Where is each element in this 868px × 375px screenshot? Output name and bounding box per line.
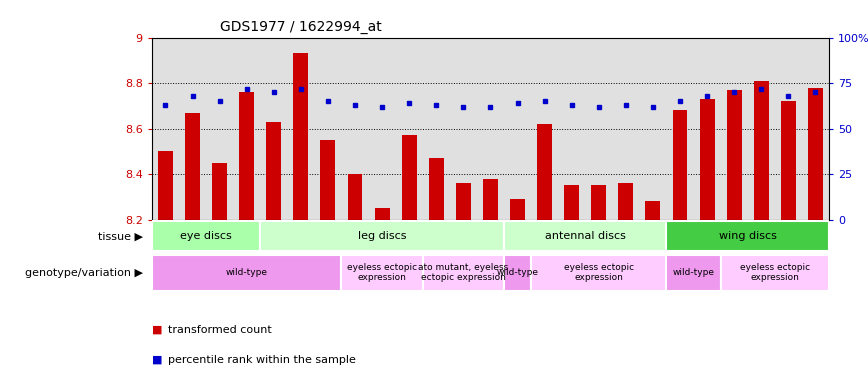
Bar	[720, 255, 829, 291]
Text: antennal discs: antennal discs	[545, 231, 626, 241]
Bar	[646, 201, 661, 220]
Bar	[483, 178, 498, 220]
Text: eyeless ectopic
expression: eyeless ectopic expression	[347, 263, 418, 282]
Text: ■: ■	[152, 325, 162, 335]
Text: wing discs: wing discs	[719, 231, 777, 241]
Text: ■: ■	[152, 355, 162, 365]
Bar	[727, 90, 741, 220]
Bar	[429, 158, 444, 220]
Bar	[240, 92, 254, 220]
Bar	[504, 221, 667, 251]
Bar	[260, 221, 504, 251]
Bar	[700, 99, 714, 220]
Bar	[212, 163, 227, 220]
Bar	[564, 186, 579, 220]
Bar	[781, 101, 796, 220]
Text: transformed count: transformed count	[168, 325, 272, 335]
Bar	[402, 135, 417, 220]
Bar	[510, 199, 525, 220]
Bar	[667, 221, 829, 251]
Bar	[753, 81, 769, 220]
Bar	[531, 255, 667, 291]
Bar	[341, 255, 423, 291]
Bar	[152, 221, 260, 251]
Bar	[423, 255, 504, 291]
Bar	[320, 140, 335, 220]
Text: percentile rank within the sample: percentile rank within the sample	[168, 355, 355, 365]
Text: genotype/variation ▶: genotype/variation ▶	[25, 268, 143, 278]
Bar	[808, 88, 823, 220]
Text: GDS1977 / 1622994_at: GDS1977 / 1622994_at	[220, 20, 381, 34]
Bar	[673, 110, 687, 220]
Text: wild-type: wild-type	[496, 268, 538, 277]
Text: leg discs: leg discs	[358, 231, 406, 241]
Bar	[266, 122, 281, 220]
Text: wild-type: wild-type	[226, 268, 267, 277]
Bar	[667, 255, 720, 291]
Bar	[456, 183, 470, 220]
Bar	[293, 54, 308, 220]
Bar	[152, 255, 341, 291]
Bar	[591, 186, 606, 220]
Bar	[347, 174, 363, 220]
Bar	[618, 183, 634, 220]
Bar	[537, 124, 552, 220]
Text: eyeless ectopic
expression: eyeless ectopic expression	[740, 263, 810, 282]
Bar	[375, 208, 390, 220]
Text: eye discs: eye discs	[181, 231, 232, 241]
Bar	[185, 112, 200, 220]
Text: eyeless ectopic
expression: eyeless ectopic expression	[563, 263, 634, 282]
Text: wild-type: wild-type	[673, 268, 714, 277]
Bar	[158, 152, 173, 220]
Text: tissue ▶: tissue ▶	[98, 231, 143, 241]
Text: ato mutant, eyeless
ectopic expression: ato mutant, eyeless ectopic expression	[418, 263, 509, 282]
Bar	[504, 255, 531, 291]
